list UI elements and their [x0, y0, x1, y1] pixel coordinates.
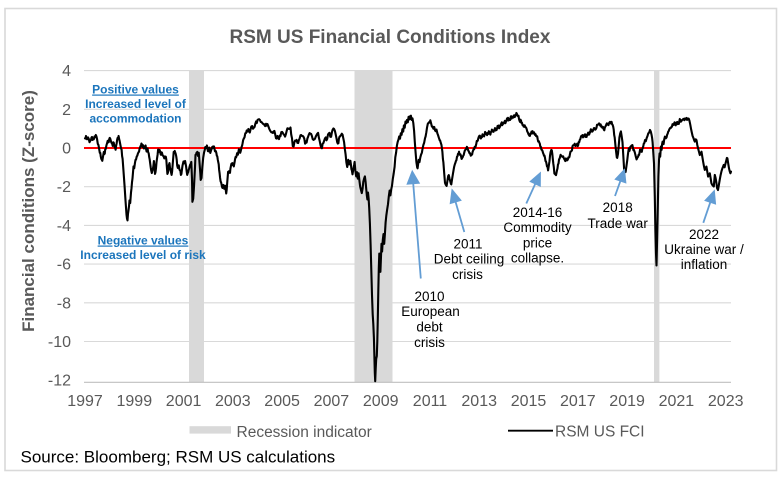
- svg-text:Increased level of: Increased level of: [85, 97, 187, 111]
- svg-text:Trade war: Trade war: [588, 216, 649, 231]
- svg-text:-4: -4: [57, 218, 71, 235]
- svg-text:1999: 1999: [117, 393, 153, 410]
- svg-text:Positive values: Positive values: [92, 83, 179, 97]
- svg-text:2010: 2010: [414, 289, 444, 304]
- svg-text:1997: 1997: [67, 393, 103, 410]
- svg-text:crisis: crisis: [414, 335, 445, 350]
- svg-text:crisis: crisis: [452, 267, 483, 282]
- svg-text:debt: debt: [416, 320, 443, 335]
- svg-text:price: price: [523, 235, 552, 250]
- svg-text:2011: 2011: [413, 393, 448, 410]
- svg-text:2018: 2018: [603, 200, 633, 215]
- svg-text:Ukraine war /: Ukraine war /: [664, 242, 744, 257]
- svg-text:2023: 2023: [708, 393, 744, 410]
- svg-text:2021: 2021: [659, 393, 695, 410]
- svg-text:-2: -2: [57, 179, 71, 196]
- svg-text:2017: 2017: [560, 393, 596, 410]
- svg-text:2007: 2007: [314, 393, 350, 410]
- svg-text:2003: 2003: [215, 393, 251, 410]
- svg-text:2001: 2001: [166, 393, 202, 410]
- svg-text:2005: 2005: [264, 393, 300, 410]
- svg-text:2019: 2019: [609, 393, 645, 410]
- svg-text:Source: Bloomberg; RSM US calc: Source: Bloomberg; RSM US calculations: [21, 447, 336, 466]
- svg-text:4: 4: [62, 63, 71, 80]
- svg-text:Recession indicator: Recession indicator: [237, 424, 372, 441]
- svg-text:2014-16: 2014-16: [513, 205, 563, 220]
- svg-text:RSM US FCI: RSM US FCI: [555, 424, 645, 441]
- svg-text:Increased level of risk: Increased level of risk: [80, 248, 206, 262]
- svg-text:2011: 2011: [453, 236, 482, 251]
- svg-text:-6: -6: [57, 257, 71, 274]
- svg-text:Negative values: Negative values: [98, 234, 189, 248]
- svg-text:inflation: inflation: [681, 257, 728, 272]
- svg-text:2022: 2022: [689, 227, 719, 242]
- svg-text:-10: -10: [48, 334, 71, 351]
- svg-text:Debt ceiling: Debt ceiling: [434, 252, 505, 267]
- svg-text:collapse.: collapse.: [511, 251, 564, 266]
- svg-text:2: 2: [62, 102, 71, 119]
- svg-text:Commodity: Commodity: [503, 220, 572, 235]
- svg-text:2015: 2015: [511, 393, 547, 410]
- svg-text:accommodation: accommodation: [89, 111, 181, 125]
- svg-text:European: European: [401, 304, 460, 319]
- svg-text:RSM US Financial Conditions In: RSM US Financial Conditions Index: [230, 27, 551, 48]
- svg-text:-12: -12: [48, 373, 71, 390]
- svg-text:2013: 2013: [461, 393, 497, 410]
- svg-text:Financial conditions (Z-score): Financial conditions (Z-score): [19, 90, 38, 332]
- svg-text:-8: -8: [57, 295, 71, 312]
- svg-text:2009: 2009: [363, 393, 399, 410]
- svg-text:0: 0: [62, 141, 71, 158]
